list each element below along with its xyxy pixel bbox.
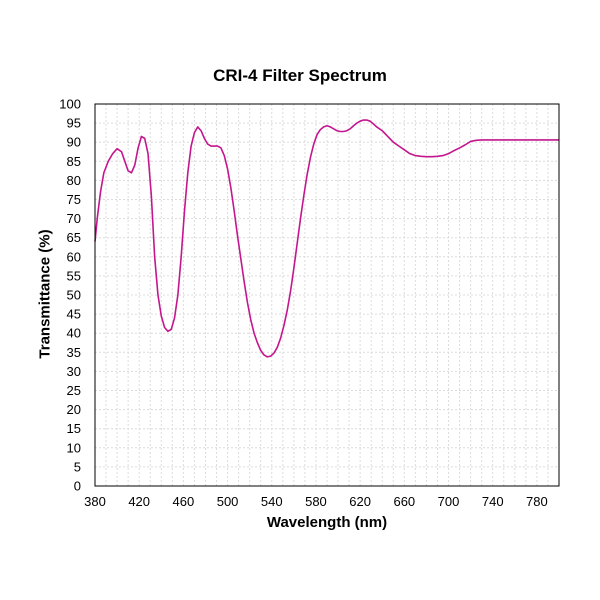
x-tick-label: 460 (173, 494, 195, 509)
gridlines (95, 104, 559, 486)
y-tick-label: 70 (67, 211, 81, 226)
y-tick-label: 75 (67, 192, 81, 207)
y-tick-label: 55 (67, 268, 81, 283)
y-tick-label: 0 (74, 479, 81, 494)
y-tick-label: 100 (59, 97, 81, 112)
x-tick-label: 420 (128, 494, 150, 509)
x-tick-label: 540 (261, 494, 283, 509)
y-tick-label: 35 (67, 345, 81, 360)
y-tick-label: 80 (67, 173, 81, 188)
x-tick-label: 380 (84, 494, 106, 509)
plot-frame (94, 103, 560, 487)
series-layer (94, 119, 559, 358)
y-tick-label: 60 (67, 249, 81, 264)
chart-title: CRI-4 Filter Spectrum (213, 66, 387, 85)
y-tick-label: 45 (67, 307, 81, 322)
x-tick-label: 500 (217, 494, 239, 509)
y-tick-label: 5 (74, 459, 81, 474)
x-tick-label: 660 (393, 494, 415, 509)
x-tick-label: 740 (482, 494, 504, 509)
y-tick-label: 40 (67, 326, 81, 341)
y-tick-label: 85 (67, 154, 81, 169)
x-tick-label: 700 (438, 494, 460, 509)
y-tick-label: 25 (67, 383, 81, 398)
tick-labels: 380 420 460 500 540 580 620 660 700 740 780 0 5 10 15 2… (59, 97, 547, 510)
x-tick-label: 620 (349, 494, 371, 509)
y-tick-label: 50 (67, 288, 81, 303)
y-tick-label: 95 (67, 116, 81, 131)
x-tick-label: 580 (305, 494, 327, 509)
x-tick-label: 780 (526, 494, 548, 509)
series-line (94, 119, 559, 358)
y-tick-label: 20 (67, 402, 81, 417)
y-tick-label: 15 (67, 421, 81, 436)
x-axis-label: Wavelength (nm) (266, 514, 388, 531)
y-tick-label: 10 (67, 440, 81, 455)
y-tick-label: 65 (67, 230, 81, 245)
y-tick-label: 30 (67, 364, 81, 379)
y-tick-label: 90 (67, 135, 81, 150)
